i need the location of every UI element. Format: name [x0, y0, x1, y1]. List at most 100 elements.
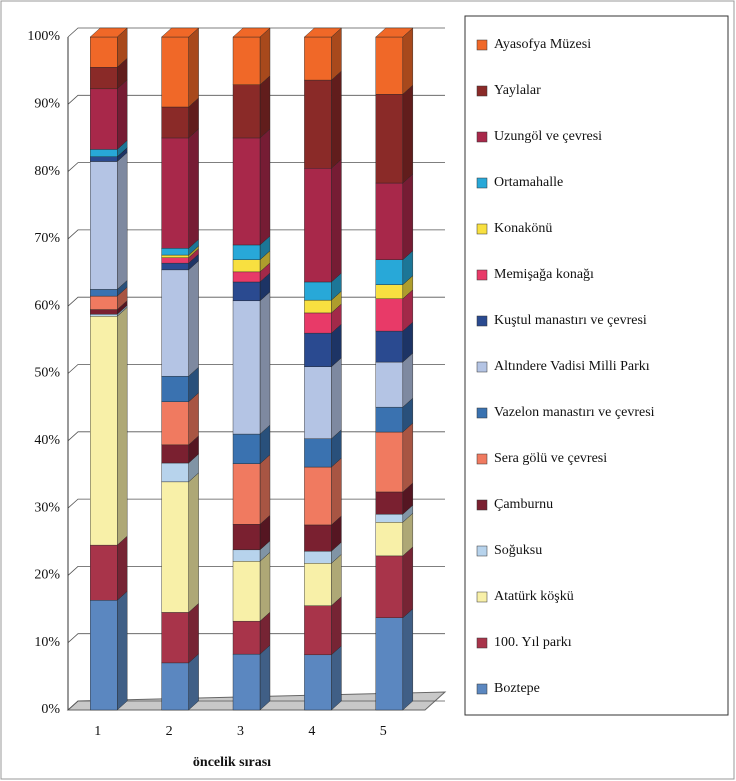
bar-segment: [304, 366, 332, 439]
legend-swatch: [476, 407, 488, 419]
bar-segment: [375, 361, 403, 408]
legend-swatch: [476, 85, 488, 97]
legend-label: Konakönü: [494, 221, 552, 236]
bar-segment: [375, 617, 403, 711]
y-tick-label: 50%: [34, 366, 60, 381]
legend-label: 100. Yıl parkı: [494, 635, 572, 650]
legend-swatch: [476, 499, 488, 511]
bar-segment: [232, 561, 261, 622]
bar-segment: [89, 544, 118, 601]
y-tick-label: 10%: [34, 635, 60, 650]
bar-segment: [161, 36, 189, 108]
bar-side: [402, 352, 413, 408]
bar-side: [402, 546, 413, 619]
y-tick-label: 60%: [34, 298, 60, 313]
bar-segment: [161, 401, 189, 446]
bar-side: [188, 27, 199, 108]
bar-side: [331, 357, 342, 440]
legend-box: [464, 15, 729, 716]
bar-segment: [161, 257, 189, 264]
bar-top: [89, 27, 128, 38]
legend-swatch: [476, 223, 488, 235]
bar-segment: [375, 431, 403, 493]
legend-swatch: [476, 591, 488, 603]
bar-side: [402, 173, 413, 261]
x-tick-label: 3: [237, 724, 244, 739]
bar-segment: [232, 620, 261, 655]
y-tick-label: 90%: [34, 97, 60, 112]
bar-segment: [89, 149, 118, 157]
bar-segment: [304, 654, 332, 711]
bar-side: [188, 653, 199, 711]
legend-label: Memişağa konağı: [494, 267, 594, 282]
bar-segment: [232, 244, 261, 260]
bar-side: [188, 128, 199, 249]
legend-label: Boztepe: [494, 681, 540, 696]
legend-swatch: [476, 39, 488, 51]
bar-segment: [161, 248, 189, 256]
bar-segment: [304, 332, 332, 367]
bar-segment: [89, 295, 118, 310]
bar-segment: [161, 444, 189, 464]
bar-segment: [89, 161, 118, 290]
bar-segment: [304, 281, 332, 301]
bar-segment: [232, 36, 261, 85]
bar-segment: [232, 433, 261, 464]
x-tick-label: 2: [166, 724, 173, 739]
bar-segment: [375, 330, 403, 363]
legend-swatch: [476, 683, 488, 695]
legend-label: Altındere Vadisi Milli Parkı: [494, 359, 650, 374]
legend-swatch: [476, 177, 488, 189]
legend-swatch: [476, 315, 488, 327]
bar-side: [259, 75, 271, 139]
y-tick-label: 40%: [34, 433, 60, 448]
bar-segment: [304, 524, 332, 552]
bar-segment: [304, 466, 332, 526]
bar-side: [402, 608, 413, 711]
bar-segment: [161, 481, 189, 613]
legend-label: Vazelon manastırı ve çevresi: [494, 405, 655, 420]
bar-segment: [304, 79, 332, 169]
bar-segment: [89, 314, 118, 317]
bar-segment: [89, 88, 118, 150]
bar-top: [375, 27, 414, 38]
bar-segment: [89, 316, 118, 546]
legend-label: Soğuksu: [494, 543, 542, 558]
bar-side: [402, 27, 413, 95]
legend-label: Atatürk köşkü: [494, 589, 574, 604]
y-tick-label: 80%: [34, 164, 60, 179]
y-tick-label: 0%: [41, 702, 60, 717]
bar-segment: [89, 309, 118, 315]
legend-label: Ortamahalle: [494, 175, 563, 190]
bar-side: [402, 422, 413, 493]
bar-side: [331, 596, 342, 656]
bar-side: [259, 128, 271, 246]
bar-segment: [161, 375, 189, 402]
legend-swatch: [476, 545, 488, 557]
bar-segment: [89, 156, 118, 162]
bar-segment: [161, 662, 189, 711]
bar-segment: [232, 524, 261, 551]
bar-segment: [375, 522, 403, 557]
bar-segment: [89, 289, 118, 297]
legend-swatch: [476, 131, 488, 143]
bar-segment: [232, 653, 261, 711]
bar-side: [116, 152, 128, 290]
bar-segment: [161, 269, 189, 377]
legend-label: Sera gölü ve çevresi: [494, 451, 607, 466]
bar-segment: [161, 462, 189, 483]
bar-side: [259, 27, 271, 86]
bar-segment: [232, 463, 261, 525]
x-tick-label: 1: [94, 724, 101, 739]
bar-side: [331, 158, 342, 283]
bar-segment: [161, 137, 189, 249]
legend-label: Ayasofya Müzesi: [494, 37, 591, 52]
bar-side: [331, 645, 342, 711]
bar-segment: [304, 550, 332, 564]
bar-segment: [161, 106, 189, 139]
bar-segment: [375, 555, 403, 618]
bar-segment: [161, 254, 189, 258]
bar-side: [116, 590, 128, 711]
x-tick-label: 4: [308, 724, 315, 739]
bar-side: [331, 457, 342, 526]
